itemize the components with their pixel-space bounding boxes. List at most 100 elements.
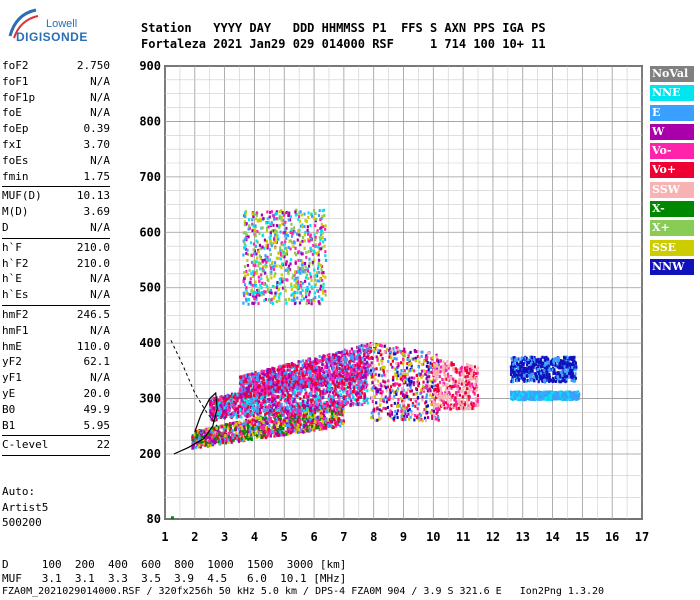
echo-point	[283, 410, 286, 414]
echo-point	[271, 396, 274, 400]
echo-point	[204, 432, 208, 436]
echo-point	[197, 438, 200, 442]
echo-point	[458, 393, 461, 397]
echo-point	[430, 385, 433, 389]
echo-point	[231, 399, 234, 403]
echo-point	[391, 359, 394, 363]
echo-point	[362, 348, 365, 352]
echo-point	[224, 423, 227, 427]
echo-point	[248, 431, 251, 435]
echo-point	[277, 427, 280, 431]
echo-point	[311, 427, 314, 431]
echo-point	[243, 380, 246, 384]
echo-point	[330, 388, 333, 392]
echo-point	[438, 375, 441, 379]
echo-point	[406, 362, 409, 366]
echo-point	[439, 359, 443, 363]
echo-point	[254, 426, 257, 430]
echo-point	[328, 399, 332, 403]
echo-point	[280, 426, 283, 430]
echo-point	[274, 417, 277, 421]
echo-point	[374, 418, 378, 422]
echo-point	[472, 373, 475, 377]
echo-point	[349, 356, 352, 360]
echo-point	[387, 348, 391, 352]
echo-point	[291, 414, 294, 418]
echo-point	[291, 398, 294, 402]
echo-point	[417, 384, 420, 388]
echo-point	[442, 400, 446, 404]
echo-point	[460, 382, 463, 386]
echo-point	[316, 415, 319, 419]
echo-point	[468, 379, 471, 383]
echo-point	[204, 437, 208, 441]
echo-point	[332, 375, 335, 379]
echo-point	[315, 368, 318, 372]
echo-point	[268, 375, 271, 379]
echo-point	[294, 403, 297, 407]
echo-point	[212, 439, 216, 443]
echo-point	[410, 380, 413, 384]
echo-point	[371, 386, 374, 390]
echo-point	[439, 392, 442, 396]
param-row: D N/A	[2, 220, 110, 236]
echo-point	[373, 418, 376, 422]
echo-point	[244, 414, 247, 418]
echo-point	[239, 429, 242, 433]
echo-point	[458, 373, 462, 377]
echo-point	[349, 378, 352, 382]
echo-point	[213, 411, 216, 415]
echo-point	[278, 380, 281, 384]
echo-point	[252, 399, 255, 403]
echo-point	[244, 374, 247, 378]
echo-point	[371, 349, 374, 353]
echo-point	[339, 420, 342, 424]
echo-point	[214, 431, 217, 435]
echo-point	[204, 429, 207, 433]
echo-point	[454, 378, 457, 382]
echo-point	[276, 381, 279, 385]
echo-point	[433, 379, 436, 383]
echo-point	[258, 434, 261, 438]
echo-point	[357, 372, 360, 376]
echo-point	[421, 398, 424, 402]
echo-point	[240, 398, 243, 402]
echo-point	[219, 440, 222, 444]
echo-point	[202, 442, 205, 446]
echo-point	[295, 368, 299, 372]
echo-point	[209, 438, 212, 442]
echo-point	[213, 415, 216, 419]
echo-point	[361, 366, 364, 370]
echo-point	[404, 380, 407, 384]
echo-point	[322, 426, 325, 430]
echo-point	[215, 432, 219, 436]
echo-point	[427, 378, 431, 382]
echo-point	[344, 372, 347, 376]
echo-point	[317, 261, 320, 265]
echo-point	[238, 420, 241, 424]
echo-point	[424, 401, 427, 405]
echo-point	[336, 394, 340, 398]
echo-point	[353, 360, 356, 364]
echo-point	[210, 430, 213, 434]
echo-point	[297, 362, 301, 366]
param-name: h`E	[2, 272, 22, 286]
echo-point	[349, 368, 353, 372]
echo-point	[311, 418, 314, 422]
echo-point	[270, 430, 273, 434]
echo-point	[264, 436, 267, 440]
echo-point	[389, 385, 393, 389]
echo-point	[436, 410, 439, 414]
echo-point	[318, 406, 321, 410]
echo-point	[282, 364, 285, 368]
echo-point	[266, 374, 269, 378]
echo-point	[358, 373, 362, 377]
echo-point	[299, 402, 302, 406]
echo-point	[379, 416, 383, 420]
echo-point	[277, 412, 281, 416]
echo-point	[446, 402, 449, 406]
echo-point	[461, 368, 464, 372]
echo-point	[468, 404, 471, 408]
echo-point	[384, 380, 387, 384]
echo-point	[294, 417, 297, 421]
